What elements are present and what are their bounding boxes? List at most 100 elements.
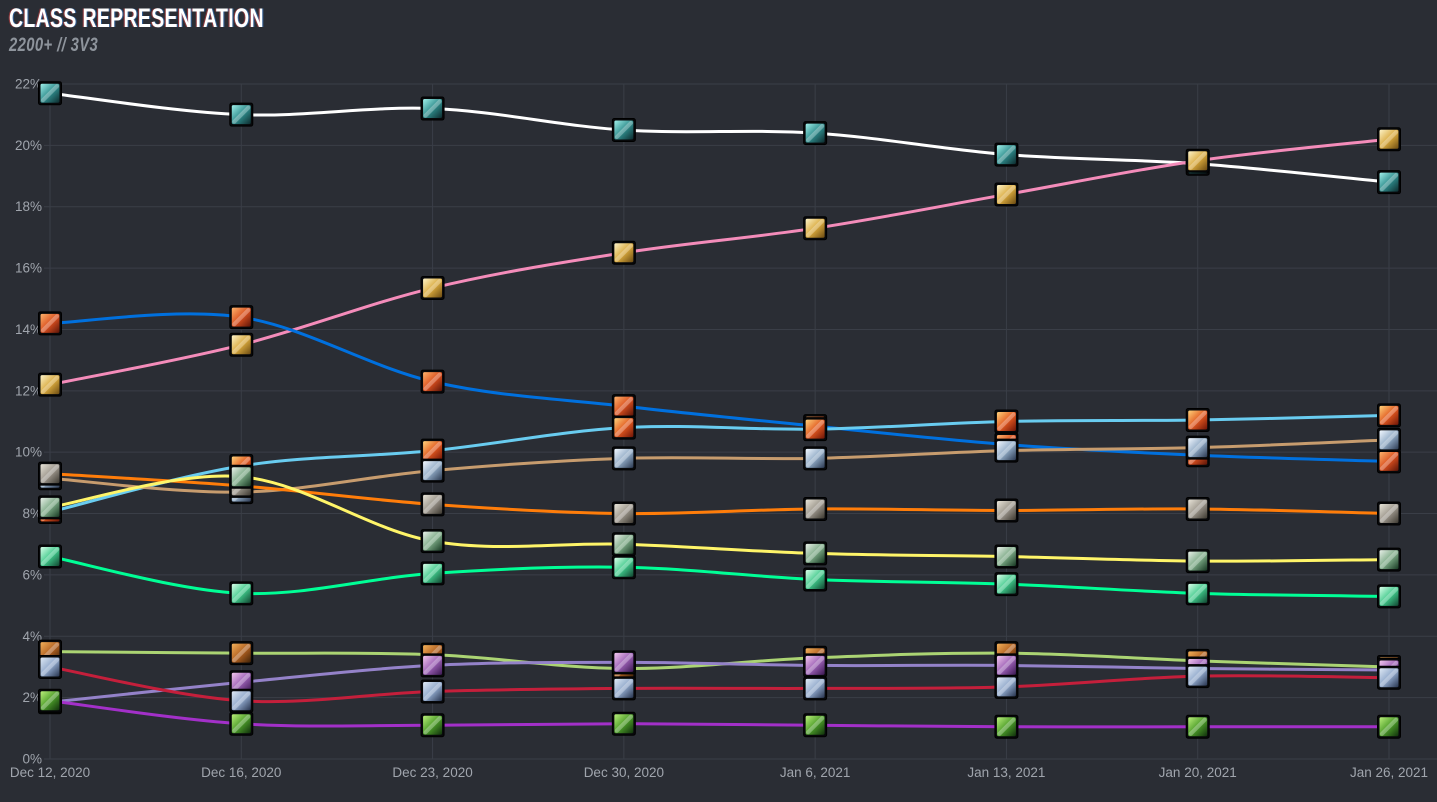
shaman-spec-icon-glint (423, 372, 442, 391)
demon-hunter-spec-icon-art (996, 717, 1016, 737)
priest-spec-icon-glint (232, 105, 251, 124)
demon-hunter-spec-icon-glint (41, 691, 59, 710)
druid-spec-icon (1185, 496, 1210, 521)
monk-spec-icon-glint (423, 564, 442, 583)
druid-spec-icon-art (614, 504, 634, 524)
demon-hunter-spec-icon-art (423, 715, 443, 735)
monk-spec-icon (229, 581, 254, 606)
death-knight-spec-icon-glint (232, 691, 251, 710)
rogue-spec-icon (994, 544, 1019, 569)
warlock-spec-icon (229, 670, 254, 695)
rogue-spec-icon-art (40, 497, 60, 517)
rogue-spec-icon (38, 495, 62, 520)
x-tick-label: Jan 26, 2021 (1350, 765, 1428, 780)
paladin-spec-icon-glint (41, 375, 59, 394)
paladin-spec-icon-art (805, 218, 825, 238)
death-knight-spec-icon (1377, 665, 1401, 690)
warlock-spec-icon-art (231, 672, 251, 692)
death-knight-spec-icon-glint (1188, 667, 1207, 686)
mage-spec-icon-glint (423, 441, 442, 460)
druid-spec-icon-glint (423, 495, 442, 514)
warlock-spec-icon-art (614, 652, 634, 672)
paladin-spec-icon (611, 240, 636, 265)
priest-spec-icon (38, 81, 62, 106)
shaman-spec-icon (229, 305, 254, 330)
druid-spec-icon-glint (806, 499, 825, 518)
warrior-spec-icon (994, 438, 1019, 463)
demon-hunter-spec-icon-glint (232, 714, 251, 733)
death-knight-line (48, 665, 1391, 704)
warrior-spec-icon-art (805, 448, 825, 468)
paladin-spec-icon-glint (614, 243, 633, 262)
monk-spec-icon-art (614, 557, 634, 577)
druid-spec-icon-glint (41, 464, 59, 483)
paladin-spec-icon-art (1188, 151, 1208, 171)
druid-spec-icon (994, 498, 1019, 523)
demon-hunter-spec-icon-glint (1380, 717, 1398, 736)
druid-spec-icon (803, 496, 828, 521)
shaman-spec-icon-art (423, 372, 443, 392)
x-tick-label: Dec 12, 2020 (10, 765, 90, 780)
warrior-spec-icon-art (1188, 438, 1208, 458)
monk-spec-icon-art (996, 574, 1016, 594)
mage-spec-icon (611, 415, 636, 440)
priest-spec-icon-glint (614, 121, 633, 140)
death-knight-spec-icon-art (805, 678, 825, 698)
rogue-spec-icon (229, 464, 254, 489)
death-knight-spec-icon (229, 688, 254, 713)
y-tick-label: 22% (15, 77, 42, 92)
y-tick-label: 12% (15, 383, 42, 398)
warrior-spec-icon-art (996, 441, 1016, 461)
warrior-line (48, 438, 1391, 494)
shaman-spec-icon-glint (614, 397, 633, 416)
demon-hunter-spec-icon-art (40, 691, 60, 711)
death-knight-spec-icon (420, 679, 445, 704)
death-knight-spec-icon (803, 676, 828, 701)
death-knight-spec-icon-glint (614, 679, 633, 698)
warrior-spec-icon (803, 446, 828, 471)
paladin-spec-icon (1377, 127, 1401, 152)
hunter-spec-icon (229, 641, 254, 666)
y-tick-label: 6% (22, 567, 42, 582)
demon-hunter-spec-icon (1185, 714, 1210, 739)
druid-spec-icon (420, 492, 445, 517)
chart-subtitle: 2200+ // 3V3 (9, 35, 99, 56)
monk-spec-icon-glint (806, 570, 825, 589)
rogue-spec-icon (1185, 549, 1210, 574)
priest-spec-icon-art (423, 99, 443, 119)
demon-hunter-spec-icon-glint (1188, 717, 1207, 736)
rogue-spec-icon-glint (997, 547, 1016, 566)
priest-spec-icon-art (805, 123, 825, 143)
paladin-spec-icon (994, 182, 1019, 207)
warlock-spec-icon (611, 650, 636, 675)
monk-spec-icon-glint (997, 575, 1016, 594)
warrior-spec-icon-glint (806, 449, 825, 468)
priest-spec-icon-glint (41, 84, 59, 103)
shaman-spec-icon-art (614, 396, 634, 416)
demon-hunter-spec-icon-art (614, 714, 634, 734)
rogue-spec-icon-art (614, 534, 634, 554)
priest-spec-icon (803, 121, 828, 146)
warlock-spec-icon-glint (232, 673, 251, 692)
y-tick-label: 18% (15, 199, 42, 214)
demon-hunter-spec-icon-art (805, 715, 825, 735)
death-knight-spec-icon-art (40, 657, 60, 677)
shaman-spec-icon (1377, 449, 1401, 474)
priest-spec-icon-art (231, 105, 251, 125)
paladin-spec-icon-art (614, 243, 634, 263)
demon-hunter-spec-icon-glint (614, 714, 633, 733)
warrior-spec-icon-glint (1188, 438, 1207, 457)
warlock-spec-icon (420, 653, 445, 678)
druid-spec-icon-glint (614, 504, 633, 523)
shaman-spec-icon-art (231, 307, 251, 327)
warlock-spec-icon-glint (806, 656, 825, 675)
x-tick-label: Jan 6, 2021 (780, 765, 851, 780)
death-knight-spec-icon (1185, 664, 1210, 689)
monk-spec-icon-glint (41, 547, 59, 566)
chart-header: CLASS REPRESENTATION 2200+ // 3V3 (9, 3, 363, 57)
paladin-spec-icon-glint (423, 279, 442, 298)
death-knight-spec-icon-glint (41, 657, 59, 676)
x-tick-label: Dec 23, 2020 (392, 765, 472, 780)
rogue-spec-icon (611, 532, 636, 557)
